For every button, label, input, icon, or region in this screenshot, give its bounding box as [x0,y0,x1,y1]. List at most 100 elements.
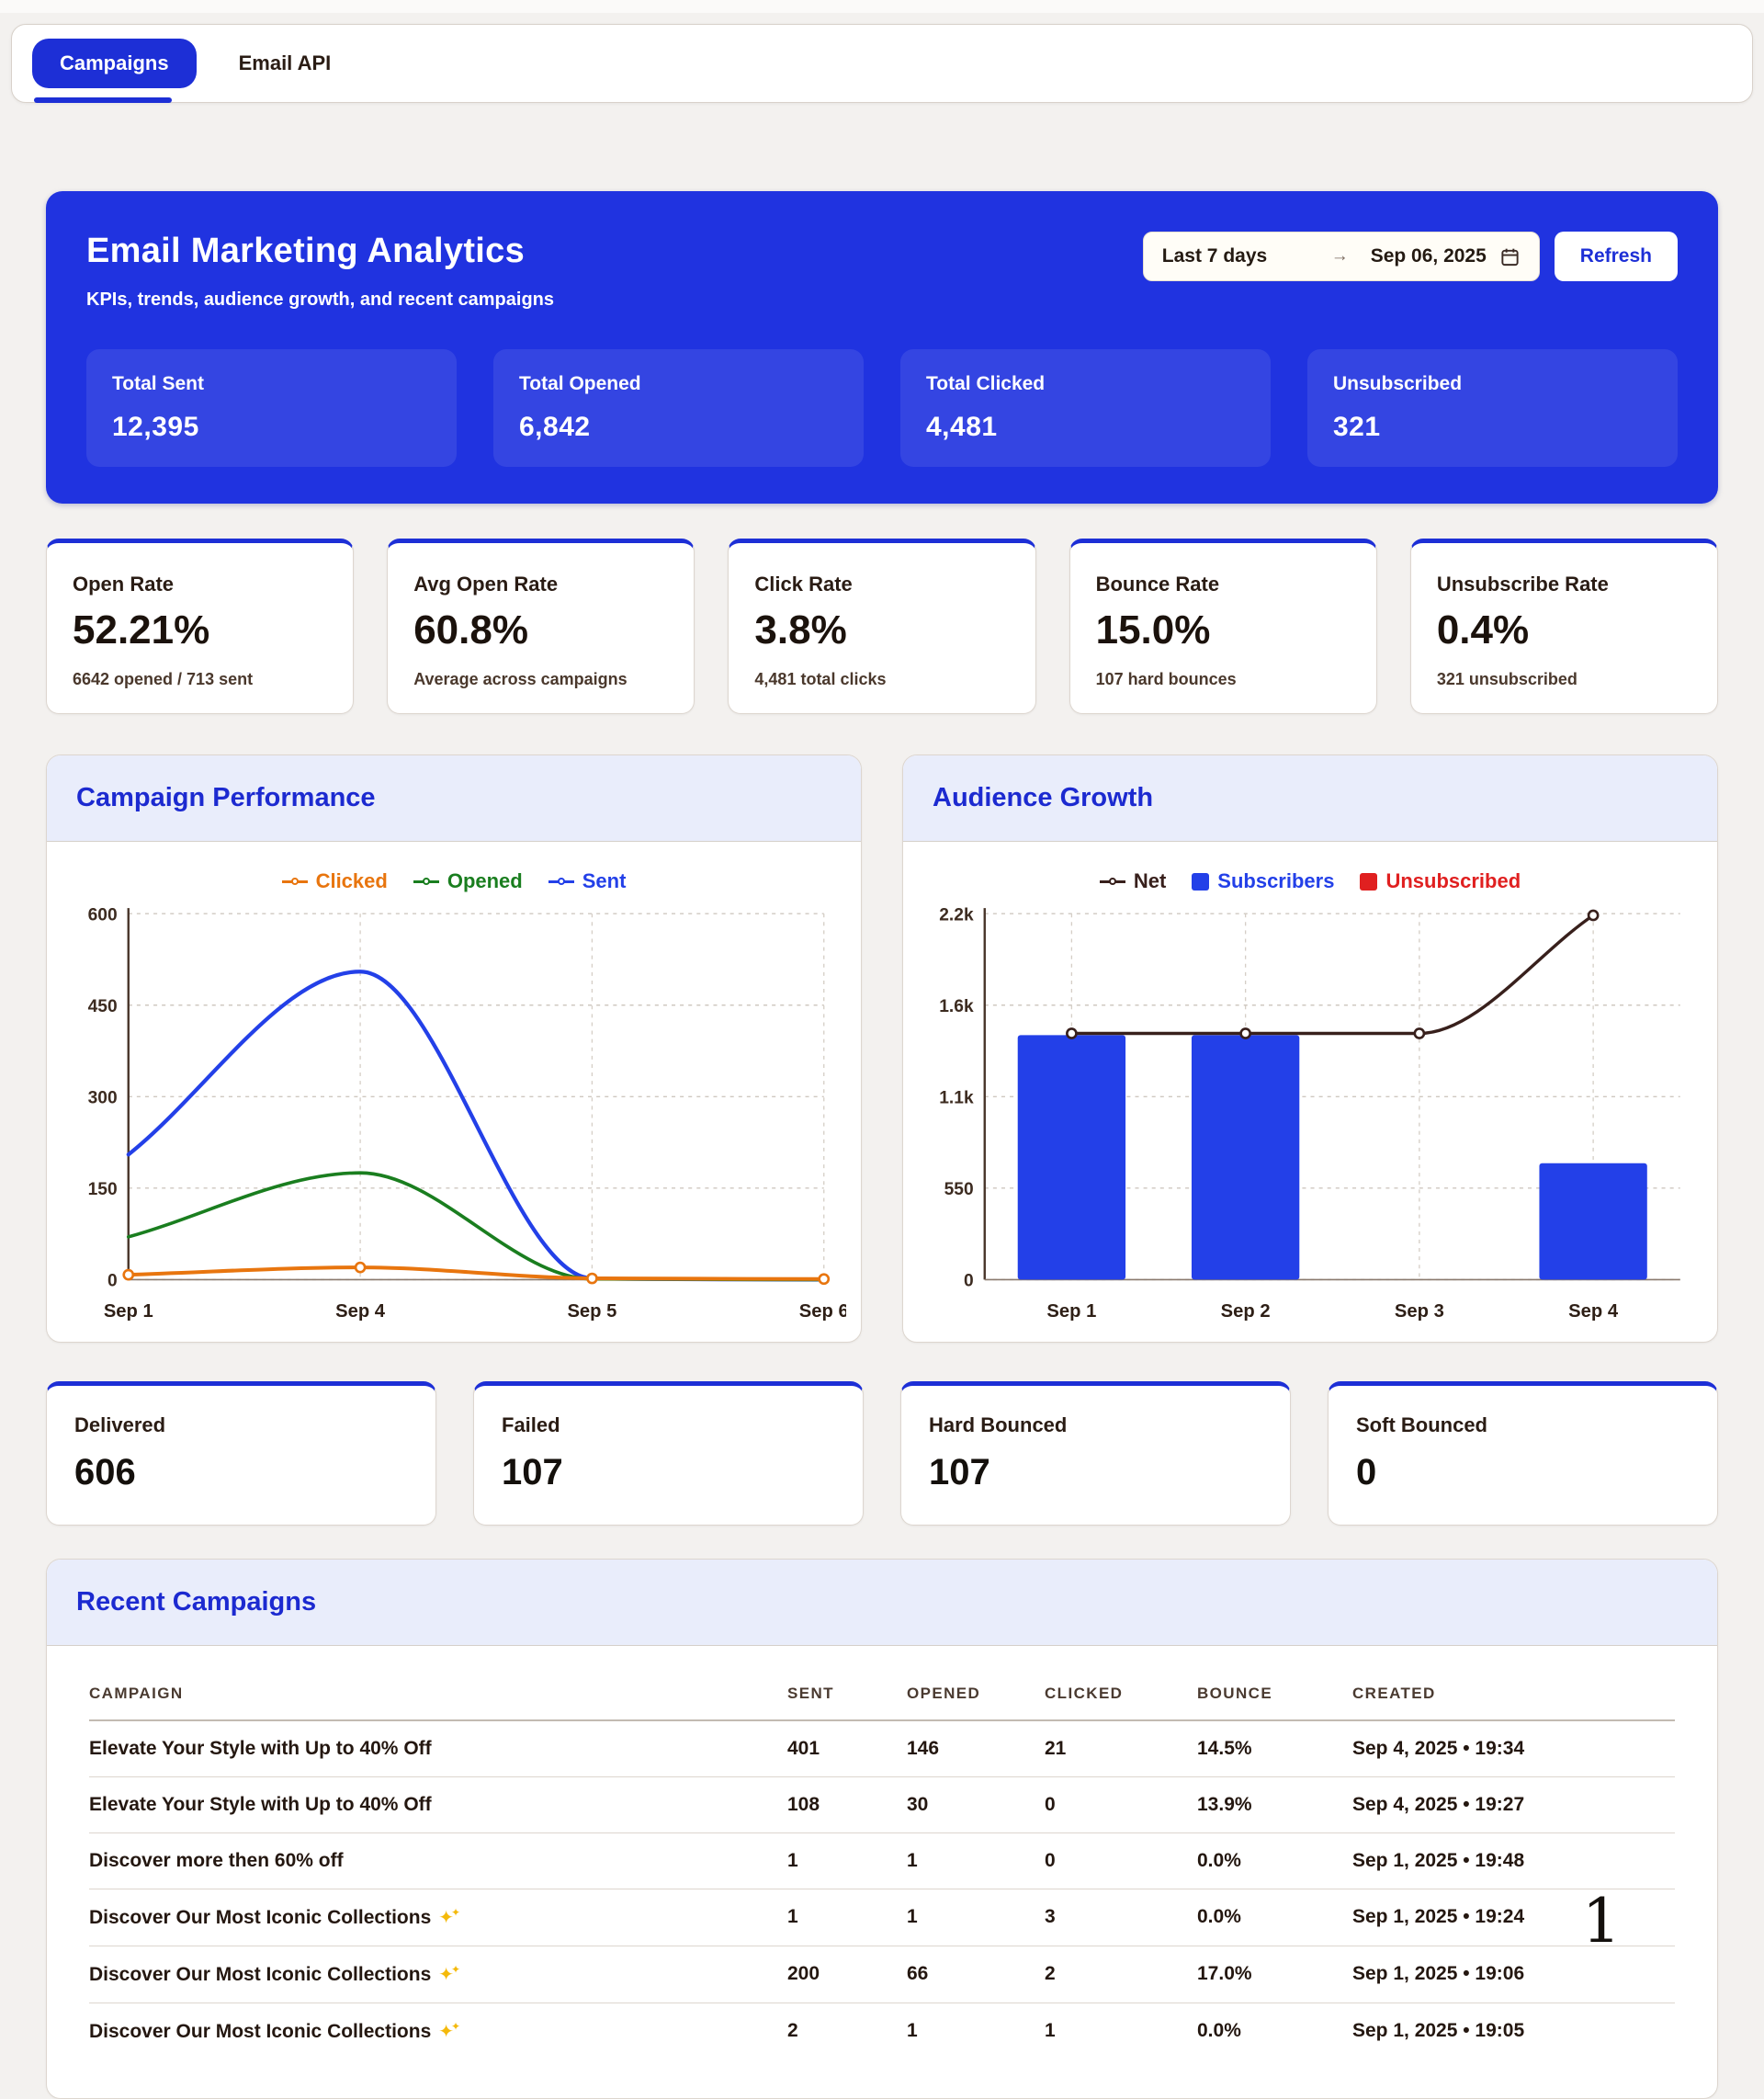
status-card-hard-bounced: Hard Bounced 107 [900,1380,1291,1526]
rate-card-open-rate-value: 52.21% [73,607,210,652]
campaign-row[interactable]: Discover Our Most Iconic Collections ✦✦ 20… [89,1946,1675,2003]
rate-card-unsubscribe-rate-value: 0.4% [1436,607,1530,652]
svg-text:300: 300 [88,1088,118,1107]
status-card-hard-bounced-value: 107 [929,1451,990,1492]
audience-growth-legend: Net Subscribers Unsubscribed [918,869,1702,893]
svg-text:Sep 1: Sep 1 [1046,1301,1096,1322]
cell-opened: 66 [907,1963,929,1985]
rate-card-open-rate: Open Rate 52.21% 6642 opened / 713 sent [46,539,355,714]
cell-created: Sep 4, 2025 • 19:34 [1352,1737,1525,1759]
status-card-failed-label: Failed [502,1413,560,1436]
calendar-icon [1499,246,1521,267]
campaign-name: Elevate Your Style with Up to 40% Off [89,1793,432,1815]
col-header-created: CREATED [1352,1684,1436,1702]
cell-clicked: 1 [1045,2020,1056,2042]
legend-marker-sent [548,878,574,885]
campaign-row[interactable]: Discover Our Most Iconic Collections ✦✦ 1 1… [89,1889,1675,1946]
cell-opened: 1 [907,1906,918,1928]
legend-marker-net [1099,878,1125,885]
campaign-row[interactable]: Elevate Your Style with Up to 40% Off 108… [89,1777,1675,1833]
legend-marker-opened [413,878,439,885]
legend-label-opened: Opened [447,869,523,892]
rate-card-avg-open-rate: Avg Open Rate 60.8% Average across campaig… [387,539,695,714]
sparkles-icon: ✦✦ [438,1962,461,1985]
kpi-unsubscribed: Unsubscribed 321 [1307,349,1678,467]
audience-growth-chart: 0 550 1.1k 1.6k 2.2k Sep 1 Sep 2 Sep 3 Sep 4 [918,897,1702,1336]
recent-campaigns-title: Recent Campaigns [47,1559,1717,1646]
svg-text:Sep 3: Sep 3 [1395,1301,1444,1322]
legend-item-sent[interactable]: Sent [548,869,627,893]
cell-bounce: 13.9% [1197,1793,1252,1815]
cell-sent: 401 [787,1737,820,1759]
date-range-picker[interactable]: Last 7 days → Sep 06, 2025 [1142,232,1540,281]
rate-card-unsubscribe-rate: Unsubscribe Rate 0.4% 321 unsubscribed [1409,539,1719,714]
cell-created: Sep 1, 2025 • 19:24 [1352,1906,1525,1928]
rate-card-click-rate: Click Rate 3.8% 4,481 total clicks [728,539,1036,714]
svg-text:Sep 1: Sep 1 [104,1301,153,1322]
campaign-name: Discover more then 60% off [89,1849,344,1871]
kpi-total-opened-label: Total Opened [519,373,641,394]
svg-text:550: 550 [944,1180,974,1199]
status-cards-row: Delivered 606 Failed 107 Hard Bounced 107 Soft… [46,1380,1718,1526]
legend-label-subscribers: Subscribers [1217,869,1335,892]
cell-opened: 30 [907,1793,929,1815]
tab-email-api[interactable]: Email API [238,51,332,74]
legend-marker-subscribers [1192,872,1210,891]
refresh-button[interactable]: Refresh [1554,232,1678,281]
campaign-performance-title: Campaign Performance [47,755,861,842]
svg-text:1.6k: 1.6k [939,997,974,1016]
status-card-failed-value: 107 [502,1451,563,1492]
cell-sent: 1 [787,1906,798,1928]
cell-sent: 1 [787,1849,798,1871]
svg-text:0: 0 [107,1271,118,1290]
kpi-total-clicked-value: 4,481 [926,412,998,442]
legend-label-sent: Sent [582,869,627,892]
svg-text:450: 450 [88,997,118,1016]
col-header-sent: SENT [787,1684,834,1702]
status-card-failed: Failed 107 [473,1380,864,1526]
campaign-row[interactable]: Discover Our Most Iconic Collections ✦✦ 2 1… [89,2003,1675,2059]
tab-campaigns[interactable]: Campaigns [32,39,197,88]
legend-item-subscribers[interactable]: Subscribers [1192,869,1334,893]
status-card-soft-bounced: Soft Bounced 0 [1328,1380,1718,1526]
cell-clicked: 0 [1045,1849,1056,1871]
legend-item-net[interactable]: Net [1099,869,1166,893]
svg-text:Sep 4: Sep 4 [1568,1301,1619,1322]
status-card-hard-bounced-label: Hard Bounced [929,1413,1068,1436]
kpi-unsubscribed-value: 321 [1333,412,1381,442]
svg-text:0: 0 [964,1271,974,1290]
rate-card-unsubscribe-rate-caption: 321 unsubscribed [1436,670,1577,688]
rate-card-click-rate-label: Click Rate [754,573,853,596]
rate-card-click-rate-caption: 4,481 total clicks [754,670,887,688]
campaign-row[interactable]: Discover more then 60% off 1 1 0 0.0% Sep 1, … [89,1833,1675,1889]
rate-card-bounce-rate-caption: 107 hard bounces [1095,670,1237,688]
campaign-performance-chart: 0 150 300 450 600 Sep 1 Sep 4 Sep 5 Sep 6 [62,897,849,1336]
legend-item-clicked[interactable]: Clicked [281,869,388,893]
svg-text:Sep 6: Sep 6 [799,1301,846,1322]
campaign-name: Discover Our Most Iconic Collections ✦✦ [89,1905,461,1928]
col-header-opened: OPENED [907,1684,981,1702]
charts-row: Campaign Performance Clicked Opened Sent 0… [46,755,1718,1343]
campaign-name: Elevate Your Style with Up to 40% Off [89,1737,432,1759]
campaign-performance-card: Campaign Performance Clicked Opened Sent 0… [46,755,862,1343]
rate-card-unsubscribe-rate-label: Unsubscribe Rate [1436,573,1609,596]
rate-card-open-rate-label: Open Rate [73,573,175,596]
rate-card-bounce-rate-label: Bounce Rate [1095,573,1220,596]
cell-clicked: 21 [1045,1737,1067,1759]
svg-text:Sep 4: Sep 4 [335,1301,386,1322]
top-strip [0,0,1764,13]
page-title: Email Marketing Analytics [86,232,526,270]
campaign-row[interactable]: Elevate Your Style with Up to 40% Off 401… [89,1721,1675,1777]
cell-opened: 1 [907,1849,918,1871]
cell-created: Sep 1, 2025 • 19:06 [1352,1963,1525,1985]
kpi-total-clicked: Total Clicked 4,481 [900,349,1271,467]
cell-bounce: 0.0% [1197,2020,1241,2042]
legend-item-unsubscribed[interactable]: Unsubscribed [1360,869,1521,893]
page-subtitle: KPIs, trends, audience growth, and recen… [86,289,555,310]
rate-card-bounce-rate-value: 15.0% [1095,607,1211,652]
legend-item-opened[interactable]: Opened [413,869,523,893]
active-tab-indicator [34,97,172,103]
cell-clicked: 2 [1045,1963,1056,1985]
campaign-name: Discover Our Most Iconic Collections ✦✦ [89,1962,461,1985]
cell-created: Sep 1, 2025 • 19:05 [1352,2020,1525,2042]
